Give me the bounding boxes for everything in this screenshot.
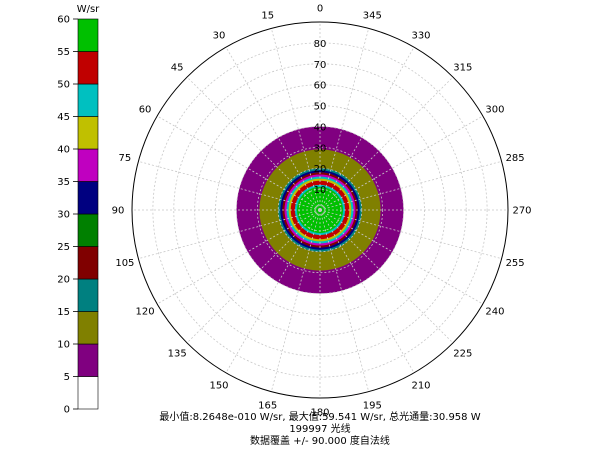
colorbar-tick-label-11: 55 — [57, 47, 70, 58]
radial-grid-circle-3 — [236, 126, 404, 294]
colorbar-tick-label-5: 25 — [57, 242, 70, 253]
angle-tick-label-3: 45 — [171, 63, 184, 74]
colorbar-band-0 — [77, 376, 99, 410]
colorbar-tick-label-8: 40 — [57, 145, 70, 156]
angle-tick-label-20: 300 — [485, 105, 504, 116]
angular-grid-spoke-17 — [319, 209, 502, 260]
colorbar-band-10 — [77, 51, 99, 85]
colorbar-tick-label-6: 30 — [57, 210, 70, 221]
angle-tick-label-23: 345 — [363, 10, 382, 21]
colorbar-band-3 — [77, 278, 99, 312]
angle-tick-label-5: 75 — [119, 153, 132, 164]
angular-grid-spoke-9 — [186, 209, 321, 344]
colorbar-tick-label-7: 35 — [57, 177, 70, 188]
radial-tick-label-7: 80 — [314, 39, 327, 50]
angular-grid-spoke-5 — [138, 160, 321, 211]
colorbar-tick-label-10: 50 — [57, 80, 70, 91]
angle-tick-label-14: 210 — [411, 380, 430, 391]
angle-tick-label-2: 30 — [213, 31, 226, 42]
angle-tick-label-8: 120 — [136, 307, 155, 318]
radial-tick-label-2: 30 — [314, 143, 327, 154]
angle-tick-label-4: 60 — [139, 105, 152, 116]
colorbar-band-9 — [77, 83, 99, 117]
colorbar-band-8 — [77, 116, 99, 150]
angular-grid-spoke-10 — [225, 209, 321, 374]
colorbar-band-5 — [77, 213, 99, 247]
colorbar-band-2 — [77, 311, 99, 345]
angle-tick-label-15: 225 — [453, 348, 472, 359]
angular-grid-spoke-2 — [225, 46, 321, 211]
angle-tick-label-16: 240 — [485, 307, 504, 318]
radial-tick-label-1: 20 — [314, 164, 327, 175]
colorbar-tick-label-4: 20 — [57, 275, 70, 286]
angle-tick-label-6: 90 — [112, 206, 125, 217]
angular-grid-spoke-21 — [319, 76, 454, 211]
colorbar-band-6 — [77, 181, 99, 215]
angle-tick-label-12: 180 — [310, 408, 329, 419]
angular-grid-spoke-11 — [270, 209, 321, 392]
colorbar-band-1 — [77, 343, 99, 377]
colorbar-tick-label-3: 15 — [57, 307, 70, 318]
angular-grid-spoke-1 — [270, 28, 321, 211]
radial-grid-circle-6 — [173, 63, 467, 357]
angular-grid-spoke-22 — [319, 46, 415, 211]
angle-tick-label-1: 15 — [261, 10, 274, 21]
angular-grid-spoke-16 — [319, 209, 484, 305]
radial-tick-label-6: 70 — [314, 60, 327, 71]
radial-grid-circle-2 — [256, 146, 384, 274]
colorbar: W/sr 0 5 10 15 20 25 30 35 40 45 50 55 60 — [57, 4, 100, 416]
colorbar-tick-label-12: 60 — [57, 15, 70, 26]
radial-tick-label-3: 40 — [314, 122, 327, 133]
angle-tick-label-7: 105 — [115, 258, 134, 269]
radial-grid-circle-7 — [152, 42, 488, 378]
angular-grid-spoke-23 — [319, 28, 370, 211]
colorbar-tick-label-9: 45 — [57, 112, 70, 123]
angle-tick-label-19: 285 — [506, 153, 525, 164]
summary-line-2: 199997 光线 — [289, 424, 351, 435]
radial-tick-label-5: 60 — [314, 81, 327, 92]
radial-tick-label-0: 10 — [314, 185, 327, 196]
angular-grid-spoke-14 — [319, 209, 415, 374]
angle-tick-label-21: 315 — [453, 63, 472, 74]
outer-boundary-circle — [131, 21, 509, 399]
angular-grid-spoke-19 — [319, 160, 502, 211]
colorbar-unit-label: W/sr — [77, 4, 100, 15]
angle-tick-label-22: 330 — [411, 31, 430, 42]
polar-plot-area: 10 20 30 40 50 60 70 80 0 15 30 45 60 75 90 105 120 135 1… — [112, 4, 532, 419]
angle-tick-label-11: 165 — [258, 401, 277, 412]
angular-grid-spoke-20 — [319, 115, 484, 211]
colorbar-band-4 — [77, 246, 99, 280]
angular-grid-spoke-13 — [319, 209, 370, 392]
angle-tick-label-18: 270 — [512, 206, 531, 217]
radial-tick-label-4: 50 — [314, 102, 327, 113]
angular-grid-spoke-8 — [156, 209, 321, 305]
summary-line-1: 最小值:8.2648e-010 W/sr, 最大值:59.541 W/sr, 总… — [159, 412, 481, 423]
summary-line-3: 数据覆盖 +/- 90.000 度自法线 — [250, 436, 390, 447]
angle-tick-label-0: 0 — [317, 4, 323, 15]
colorbar-tick-label-0: 0 — [64, 405, 70, 416]
angular-grid-spoke-7 — [138, 209, 321, 260]
colorbar-band-7 — [77, 148, 99, 182]
angle-tick-label-9: 135 — [168, 348, 187, 359]
colorbar-band-11 — [77, 18, 99, 52]
angle-tick-label-10: 150 — [209, 380, 228, 391]
colorbar-tick-label-1: 5 — [64, 372, 70, 383]
angle-tick-label-13: 195 — [363, 401, 382, 412]
angular-grid-spoke-4 — [156, 115, 321, 211]
angle-tick-label-17: 255 — [506, 258, 525, 269]
angular-grid-spoke-15 — [319, 209, 454, 344]
angular-grid-spoke-3 — [186, 76, 321, 211]
colorbar-tick-label-2: 10 — [57, 340, 70, 351]
